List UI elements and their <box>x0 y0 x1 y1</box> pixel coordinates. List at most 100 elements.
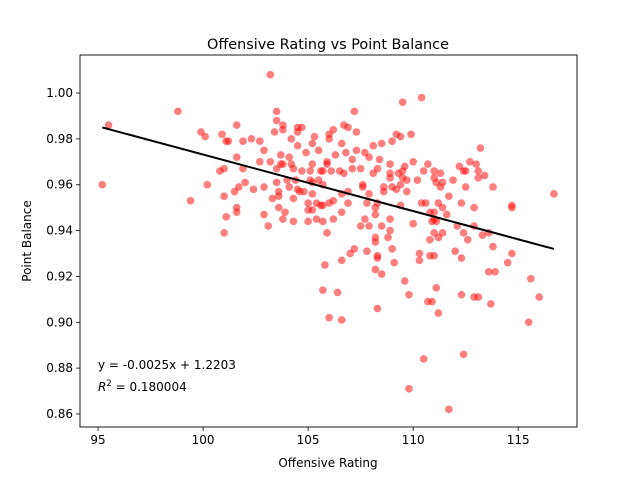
data-point <box>444 192 453 201</box>
data-point <box>297 123 306 132</box>
data-point <box>457 290 466 299</box>
data-point <box>201 132 210 141</box>
data-point <box>461 167 470 175</box>
equation-annotation: y = -0.0025x + 1.2203 <box>98 358 236 372</box>
data-point <box>293 128 302 136</box>
data-point <box>373 254 382 262</box>
x-tick-label: 100 <box>192 433 215 447</box>
data-point <box>415 249 424 258</box>
data-point <box>535 293 544 301</box>
data-point <box>434 199 443 207</box>
data-point <box>524 318 533 327</box>
data-point <box>386 160 394 169</box>
data-point <box>285 153 294 162</box>
data-point <box>302 148 310 157</box>
data-point <box>476 144 485 152</box>
data-point <box>272 164 281 173</box>
data-point <box>503 258 512 267</box>
data-point <box>98 180 107 189</box>
points-layer <box>98 70 558 414</box>
data-point <box>279 125 287 134</box>
data-point <box>255 137 264 146</box>
data-point <box>197 128 205 136</box>
data-point <box>232 208 241 217</box>
data-point <box>272 107 281 116</box>
data-point <box>423 160 432 169</box>
data-point <box>442 210 451 219</box>
data-point <box>337 256 346 265</box>
data-point <box>463 235 472 244</box>
data-point <box>430 251 439 260</box>
data-point <box>426 235 434 244</box>
data-point <box>318 286 327 295</box>
data-point <box>365 189 373 198</box>
data-point <box>438 228 447 237</box>
data-point <box>337 316 346 324</box>
data-point <box>390 258 399 267</box>
data-point <box>266 157 275 166</box>
data-point <box>449 176 457 185</box>
data-point <box>489 183 497 191</box>
regression-line <box>102 126 555 250</box>
data-point <box>369 169 378 178</box>
data-point <box>220 164 229 173</box>
data-point <box>266 70 275 79</box>
data-point <box>325 134 334 143</box>
data-point <box>417 93 426 102</box>
data-point <box>379 183 388 191</box>
data-point <box>348 164 357 173</box>
data-point <box>304 199 313 207</box>
data-point <box>274 192 283 201</box>
data-point <box>232 153 241 162</box>
data-point <box>386 215 394 224</box>
data-point <box>419 355 428 363</box>
y-tick-label: 0.92 <box>46 269 73 283</box>
y-tick-label: 0.94 <box>46 224 73 238</box>
data-point <box>310 132 319 141</box>
data-point <box>323 228 331 237</box>
y-tick-label: 0.98 <box>46 132 73 146</box>
data-point <box>247 134 256 143</box>
data-point <box>329 215 338 224</box>
data-point <box>373 304 382 313</box>
data-point <box>371 265 380 274</box>
data-point <box>316 167 325 175</box>
data-point <box>400 277 409 285</box>
data-point <box>279 160 287 169</box>
data-point <box>386 226 394 235</box>
data-point <box>384 233 392 242</box>
data-point <box>314 146 323 155</box>
data-point <box>304 217 313 226</box>
data-point <box>350 107 359 116</box>
data-point <box>430 228 439 237</box>
data-point <box>279 215 287 224</box>
data-point <box>526 274 535 283</box>
data-point <box>356 164 365 173</box>
y-tick-label: 0.88 <box>46 361 73 375</box>
data-point <box>377 270 386 279</box>
data-point <box>365 222 373 230</box>
y-axis-label: Point Balance <box>20 200 34 281</box>
data-point <box>472 160 481 169</box>
data-point <box>308 139 317 148</box>
data-point <box>308 189 317 198</box>
data-point <box>415 256 424 265</box>
data-point <box>342 148 350 157</box>
y-tick-label: 0.96 <box>46 178 73 192</box>
r-squared-symbol: R <box>98 380 106 394</box>
data-point <box>428 297 436 306</box>
data-point <box>333 288 342 297</box>
data-point <box>321 261 329 269</box>
data-point <box>348 155 357 164</box>
data-point <box>392 185 401 194</box>
data-point <box>377 222 386 230</box>
x-tick-label: 95 <box>90 433 105 447</box>
r-squared-value: = 0.180004 <box>112 380 187 394</box>
data-point <box>306 167 315 175</box>
r-squared-annotation: R2 = 0.180004 <box>98 379 187 394</box>
data-point <box>323 160 331 169</box>
data-point <box>375 155 384 164</box>
data-point <box>308 206 317 214</box>
data-point <box>363 247 371 256</box>
